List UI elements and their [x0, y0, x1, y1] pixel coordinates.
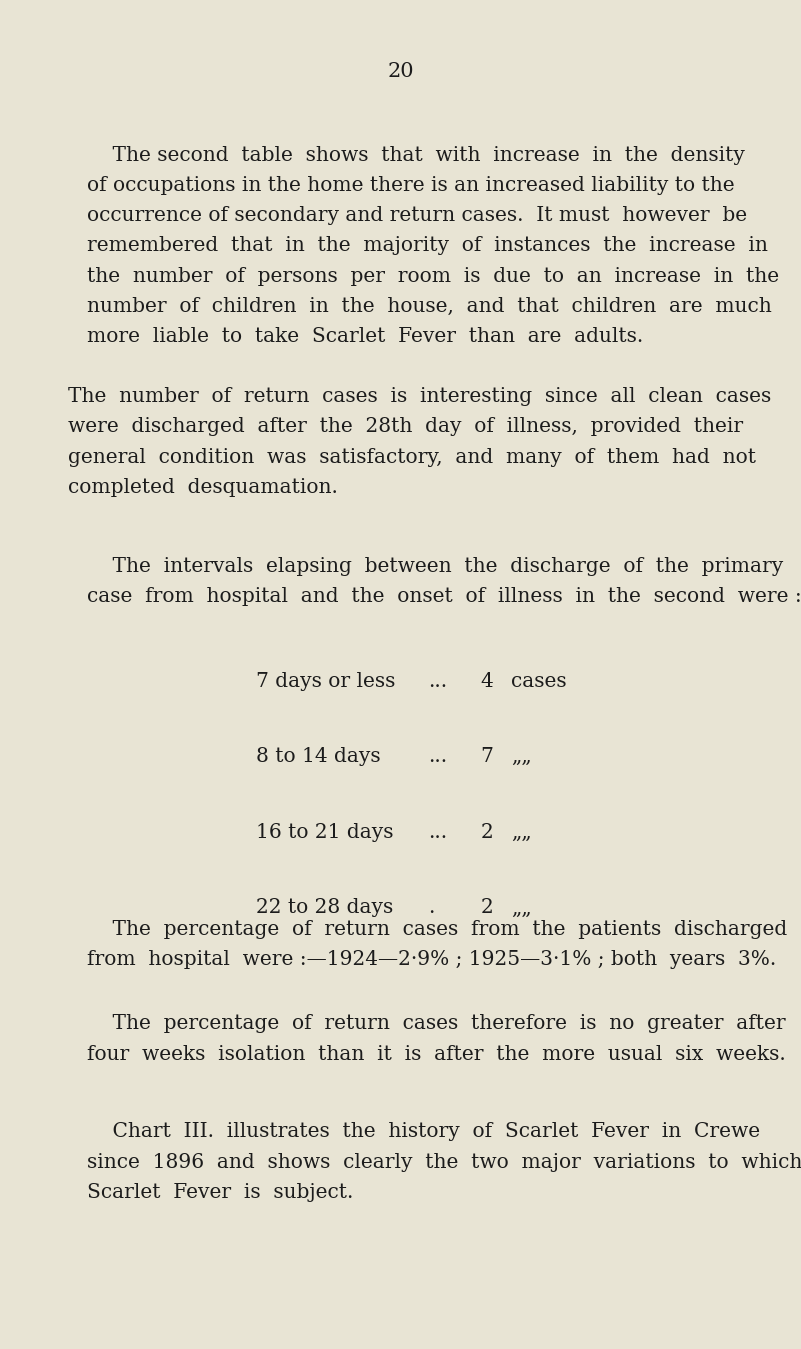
Text: „„: „„	[511, 898, 532, 917]
Text: .: .	[429, 898, 435, 917]
Text: 22 to 28 days: 22 to 28 days	[256, 898, 393, 917]
Text: cases: cases	[511, 672, 566, 691]
Text: 7: 7	[481, 747, 493, 766]
Text: ...: ...	[429, 823, 448, 842]
Text: 4: 4	[481, 672, 493, 691]
Text: ...: ...	[429, 747, 448, 766]
Text: The  percentage  of  return  cases  from  the  patients  discharged
from  hospit: The percentage of return cases from the …	[87, 920, 787, 970]
Text: The second  table  shows  that  with  increase  in  the  density
of occupations : The second table shows that with increas…	[87, 146, 779, 347]
Text: 7 days or less: 7 days or less	[256, 672, 396, 691]
Text: The  percentage  of  return  cases  therefore  is  no  greater  after
four  week: The percentage of return cases therefore…	[87, 1014, 785, 1064]
Text: 16 to 21 days: 16 to 21 days	[256, 823, 394, 842]
Text: ...: ...	[429, 672, 448, 691]
Text: „„: „„	[511, 823, 532, 842]
Text: 8 to 14 days: 8 to 14 days	[256, 747, 381, 766]
Text: 2: 2	[481, 823, 493, 842]
Text: The  number  of  return  cases  is  interesting  since  all  clean  cases
were  : The number of return cases is interestin…	[68, 387, 771, 496]
Text: The  intervals  elapsing  between  the  discharge  of  the  primary
case  from  : The intervals elapsing between the disch…	[87, 557, 801, 607]
Text: Chart  III.  illustrates  the  history  of  Scarlet  Fever  in  Crewe
since  189: Chart III. illustrates the history of Sc…	[87, 1122, 801, 1202]
Text: „„: „„	[511, 747, 532, 766]
Text: 2: 2	[481, 898, 493, 917]
Text: 20: 20	[387, 62, 414, 81]
